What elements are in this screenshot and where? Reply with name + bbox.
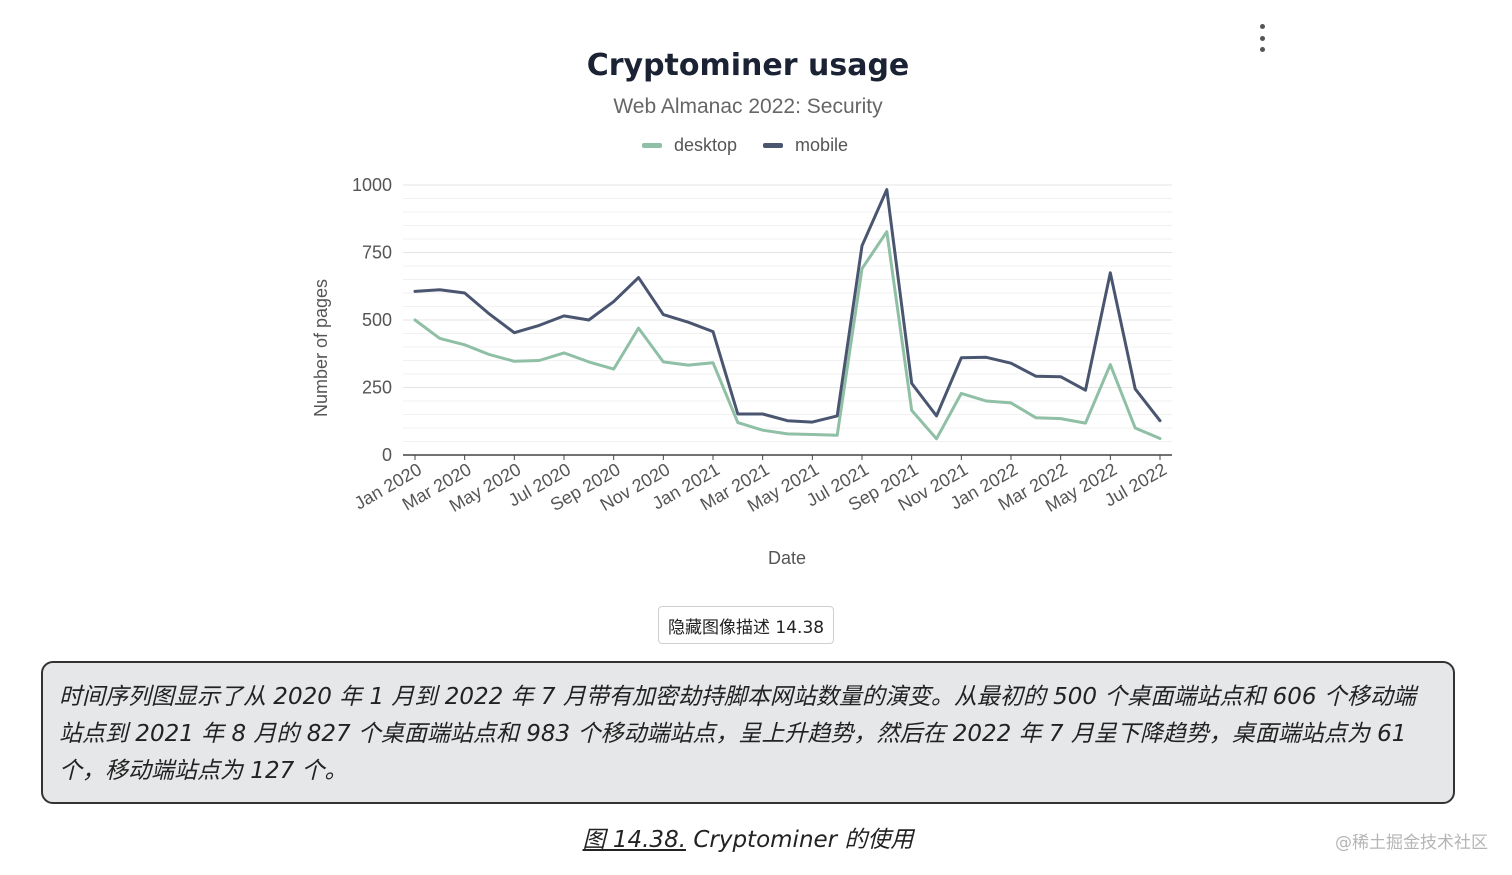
chart-legend: desktop mobile — [642, 135, 848, 156]
kebab-menu-icon[interactable] — [1250, 24, 1274, 52]
legend-item-desktop[interactable]: desktop — [642, 135, 737, 156]
y-tick-label: 1000 — [352, 175, 392, 195]
legend-item-mobile[interactable]: mobile — [763, 135, 848, 156]
hide-description-button[interactable]: 隐藏图像描述 14.38 — [658, 606, 835, 644]
y-axis-label: Number of pages — [311, 279, 331, 417]
series-line-mobile — [413, 188, 1162, 424]
legend-label-desktop: desktop — [674, 135, 738, 155]
x-axis-label: Date — [768, 548, 806, 568]
legend-swatch-mobile — [763, 143, 784, 148]
figure-caption-text: Cryptominer 的使用 — [686, 827, 914, 853]
y-tick-label: 0 — [382, 445, 392, 465]
image-description: 时间序列图显示了从 2020 年 1 月到 2022 年 7 月带有加密劫持脚本… — [41, 661, 1455, 804]
legend-swatch-desktop — [642, 143, 662, 148]
series — [413, 188, 1162, 441]
grid-lines — [403, 184, 1172, 442]
chart-title: Cryptominer usage — [586, 48, 910, 83]
series-line-desktop — [413, 230, 1162, 441]
y-tick-label: 750 — [362, 243, 392, 263]
figure-caption: 图 14.38. Cryptominer 的使用 — [0, 820, 1496, 854]
y-tick-label: 500 — [362, 310, 392, 330]
y-tick-label: 250 — [362, 378, 392, 398]
chart-subtitle: Web Almanac 2022: Security — [613, 95, 883, 118]
legend-label-mobile: mobile — [795, 135, 849, 155]
watermark: @稀土掘金技术社区 — [1335, 833, 1488, 853]
figure-number-link[interactable]: 图 14.38. — [582, 827, 687, 853]
